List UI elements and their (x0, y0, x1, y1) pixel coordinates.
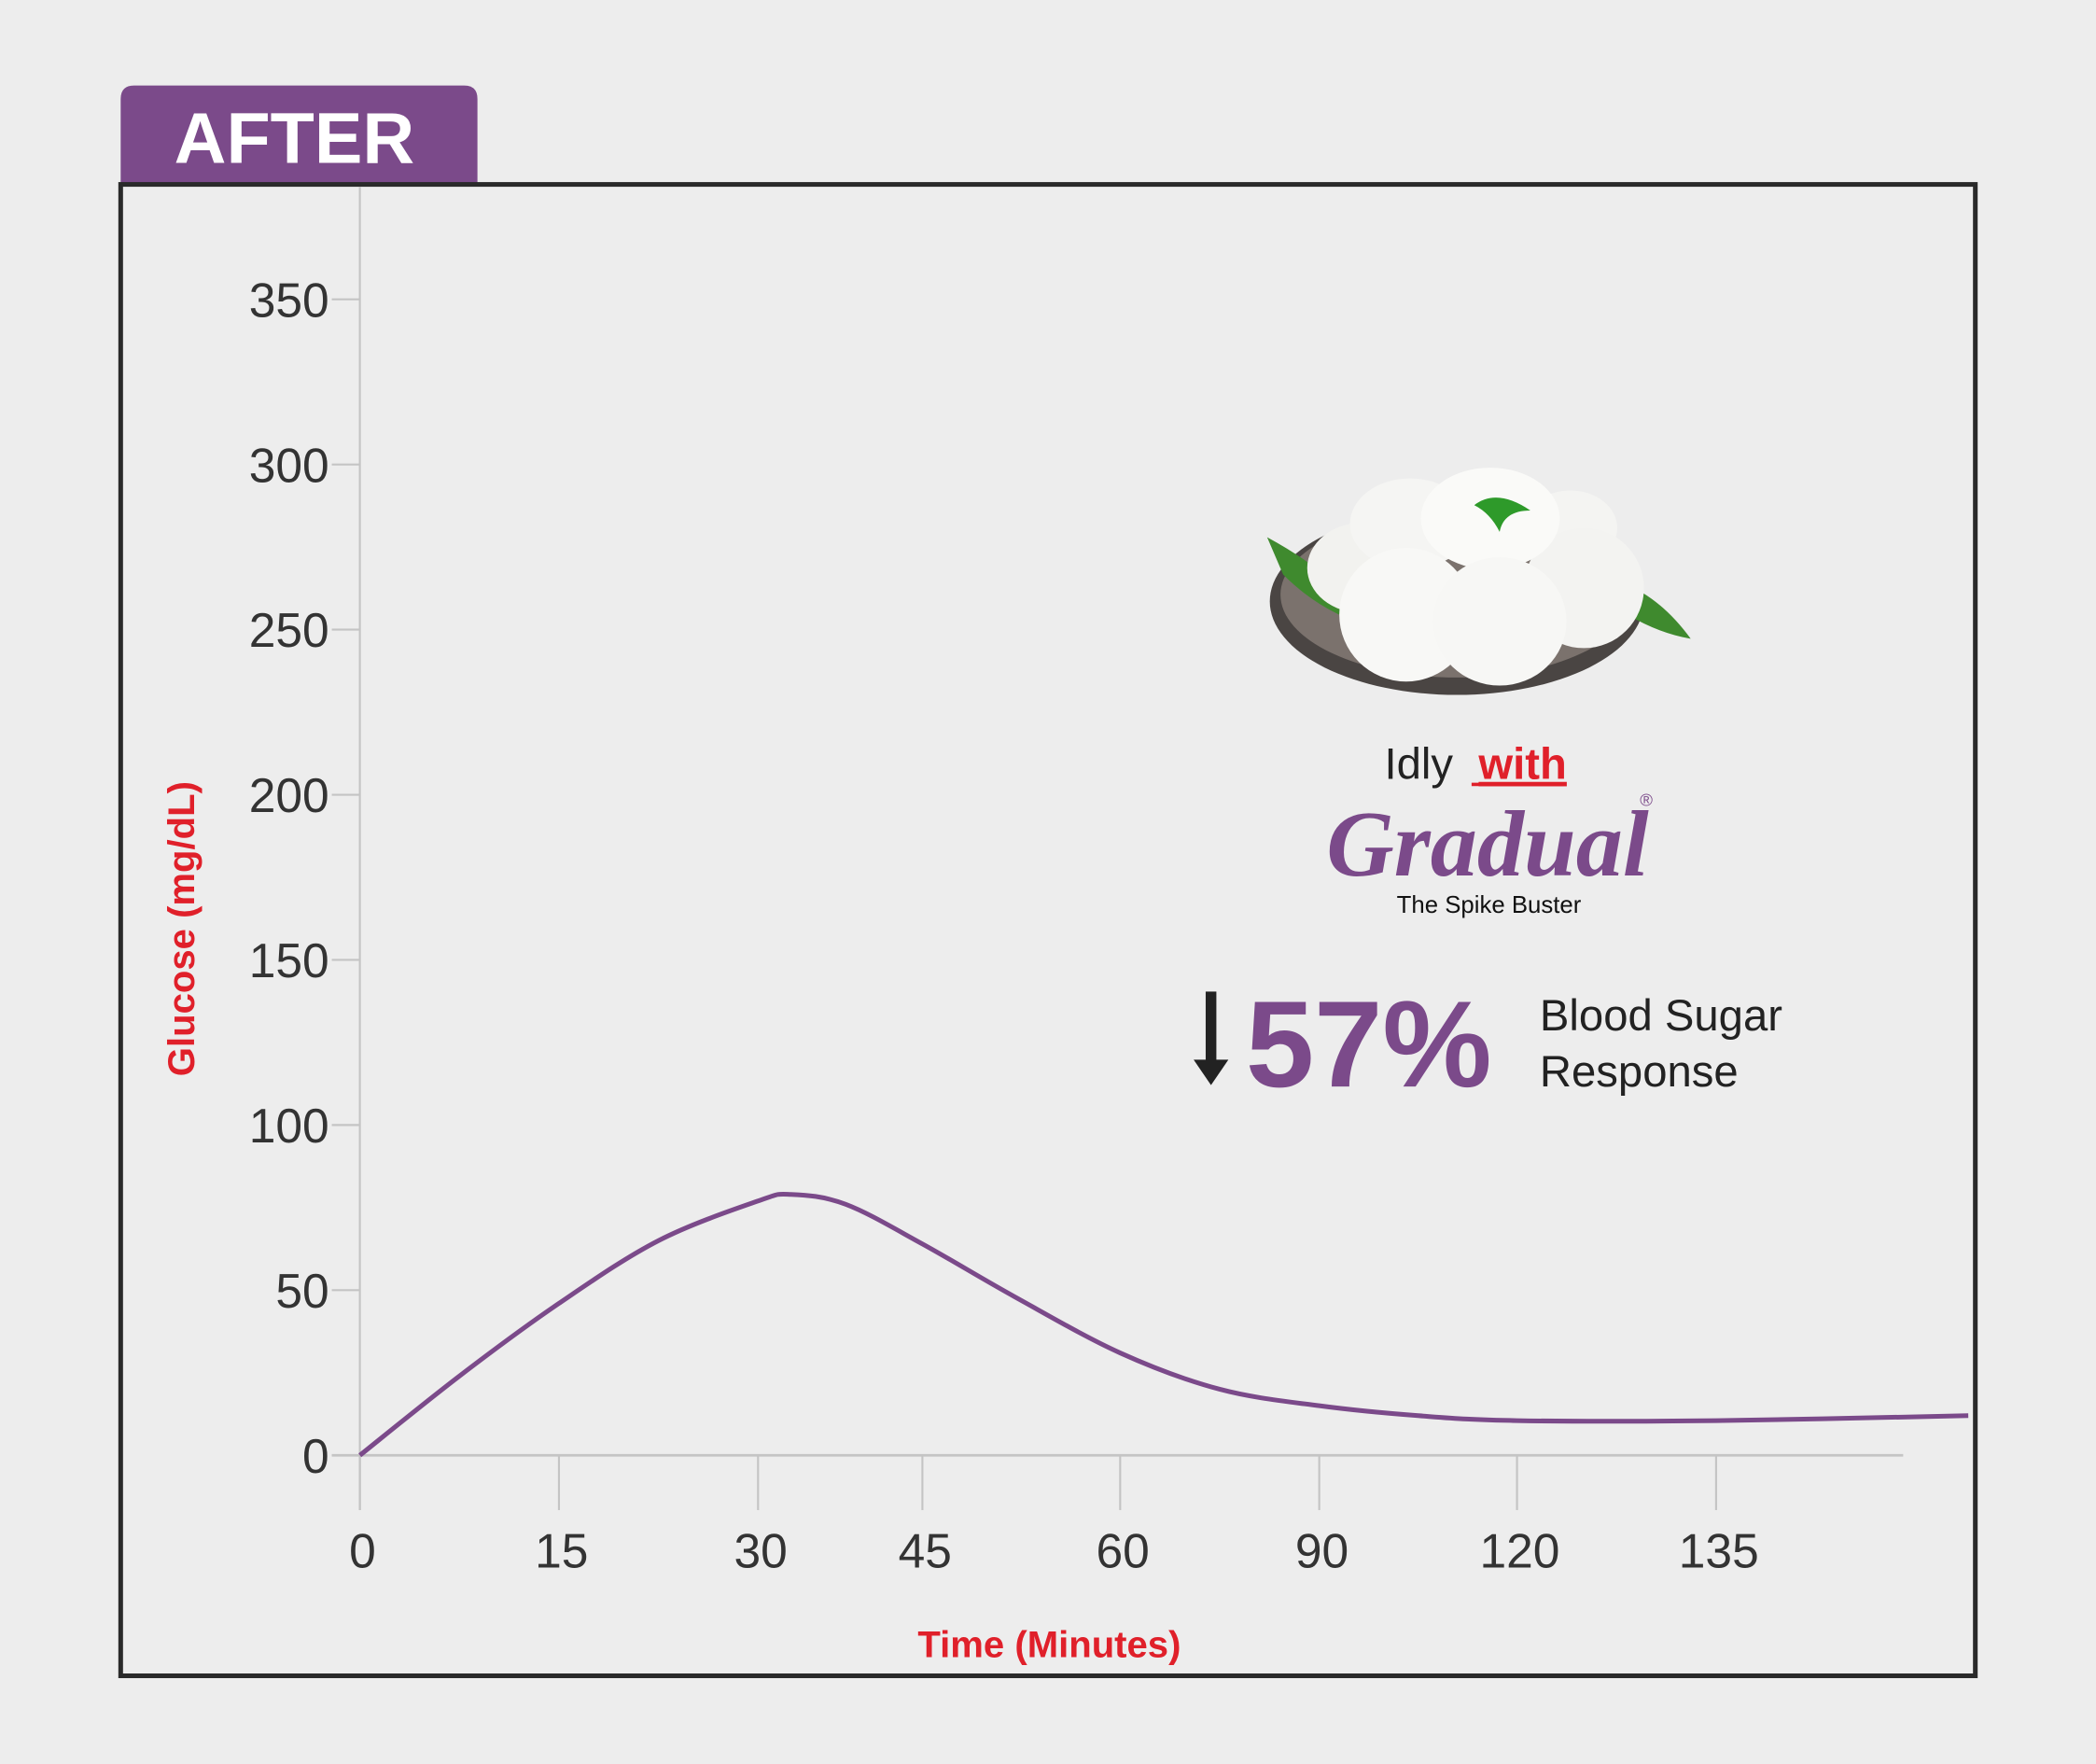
promo-with: with (1477, 740, 1566, 790)
y-ticks: 0 50 100 150 200 250 300 350 (249, 273, 360, 1483)
y-tick-label: 50 (275, 1264, 328, 1318)
brand-logo: Gradual (1326, 792, 1648, 896)
arrow-down-icon (1194, 991, 1229, 1085)
y-axis-title: Glucose (mg/dL) (161, 781, 203, 1076)
after-tab: AFTER (120, 85, 478, 184)
idly-plate-image (1266, 468, 1691, 695)
x-ticks: 0 15 30 45 60 90 120 135 (349, 1455, 1759, 1578)
x-tick-label: 90 (1295, 1524, 1348, 1578)
y-tick-label: 0 (302, 1429, 329, 1483)
x-tick-label: 45 (899, 1524, 952, 1578)
registered-mark: ® (1640, 790, 1653, 809)
promo-prefix: Idly (1384, 740, 1453, 790)
y-tick-label: 100 (249, 1099, 329, 1153)
x-tick-label: 60 (1097, 1524, 1150, 1578)
series-line (358, 1191, 1969, 1458)
result-line-1: Blood Sugar (1540, 991, 1782, 1041)
promo-headline: Idly with (1384, 740, 1566, 790)
chart-frame (118, 182, 1978, 1679)
x-tick-label: 120 (1479, 1524, 1559, 1578)
x-axis-title: Time (Minutes) (917, 1624, 1181, 1665)
percent-reduction: 57% (1246, 975, 1492, 1113)
y-tick-label: 200 (249, 768, 329, 822)
x-tick-label: 30 (734, 1524, 787, 1578)
x-tick-label: 0 (349, 1524, 376, 1578)
y-tick-label: 300 (249, 438, 329, 492)
tagline: The Spike Buster (1397, 892, 1582, 918)
y-tick-label: 250 (249, 603, 329, 657)
tab-shape (120, 85, 478, 184)
y-tick-label: 350 (249, 273, 329, 327)
tab-label: AFTER (175, 99, 415, 179)
x-tick-label: 135 (1679, 1524, 1759, 1578)
x-tick-label: 15 (535, 1524, 588, 1578)
y-tick-label: 150 (249, 933, 329, 987)
result-line-2: Response (1540, 1047, 1739, 1097)
